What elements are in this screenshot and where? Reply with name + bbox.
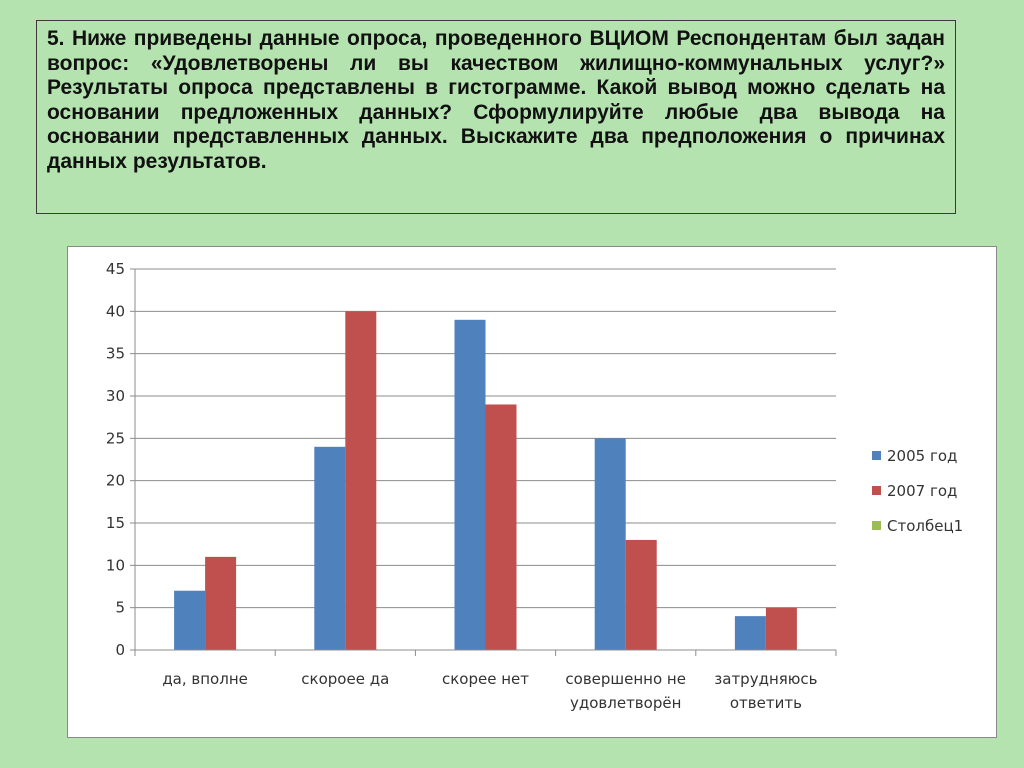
- x-category-label: совершенно не: [565, 670, 686, 688]
- bar: [174, 590, 206, 650]
- bar: [734, 616, 766, 650]
- legend-swatch: [872, 451, 881, 460]
- legend-label: 2007 год: [887, 482, 957, 500]
- y-tick-label: 35: [106, 345, 125, 363]
- question-text: 5. Ниже приведены данные опроса, проведе…: [47, 27, 945, 173]
- chart-panel: 0 5 10 15 20 25 30 35 40 45 да, вполне скороее да ск…: [67, 246, 997, 738]
- bar-chart: 0 5 10 15 20 25 30 35 40 45 да, вполне скороее да ск…: [106, 260, 963, 712]
- x-category-label: да, вполне: [162, 670, 248, 688]
- y-tick-label: 15: [106, 514, 125, 532]
- y-tick-label: 5: [115, 599, 125, 617]
- bar: [345, 311, 377, 650]
- y-tick-label: 30: [106, 387, 125, 405]
- x-category-label: удовлетворён: [570, 694, 681, 712]
- legend-label: 2005 год: [887, 447, 957, 465]
- bar: [314, 446, 346, 650]
- y-tick-label: 10: [106, 556, 125, 574]
- legend-swatch: [872, 486, 881, 495]
- question-box: 5. Ниже приведены данные опроса, проведе…: [36, 20, 956, 214]
- legend-label: Столбец1: [887, 517, 963, 535]
- x-category-label: скорее нет: [442, 670, 529, 688]
- bar: [594, 438, 626, 650]
- bar: [454, 319, 486, 650]
- x-category-label: ответить: [730, 694, 802, 712]
- y-tick-label: 25: [106, 429, 125, 447]
- y-tick-label: 0: [115, 641, 125, 659]
- bar: [205, 556, 237, 650]
- x-category-label: скороее да: [301, 670, 389, 688]
- y-tick-label: 45: [106, 260, 125, 278]
- legend-swatch: [872, 521, 881, 530]
- x-category-label: затрудняюсь: [714, 670, 817, 688]
- bar: [625, 539, 657, 650]
- bar: [485, 404, 517, 650]
- y-tick-label: 20: [106, 472, 125, 490]
- bar: [765, 607, 797, 650]
- y-tick-label: 40: [106, 302, 125, 320]
